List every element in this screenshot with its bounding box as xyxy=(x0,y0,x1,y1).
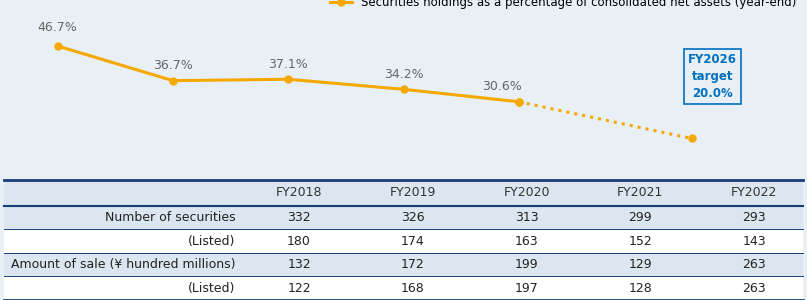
Text: FY2018: FY2018 xyxy=(276,186,322,200)
Text: FY2026
target
20.0%: FY2026 target 20.0% xyxy=(688,53,737,100)
Text: (Listed): (Listed) xyxy=(188,235,236,248)
Bar xyxy=(4,253,803,277)
Text: 293: 293 xyxy=(742,211,766,224)
Text: 143: 143 xyxy=(742,235,766,248)
Bar xyxy=(4,229,803,253)
Bar xyxy=(4,206,803,229)
Text: 174: 174 xyxy=(401,235,424,248)
Text: 128: 128 xyxy=(629,282,652,295)
Text: 132: 132 xyxy=(287,258,311,271)
Text: 313: 313 xyxy=(515,211,538,224)
Text: 30.6%: 30.6% xyxy=(482,80,521,93)
Text: FY2020: FY2020 xyxy=(504,186,550,200)
Text: 163: 163 xyxy=(515,235,538,248)
Text: 263: 263 xyxy=(742,282,766,295)
Text: (Listed): (Listed) xyxy=(188,282,236,295)
Text: 326: 326 xyxy=(401,211,424,224)
Text: 197: 197 xyxy=(515,282,538,295)
Text: 46.7%: 46.7% xyxy=(38,21,77,34)
Legend: Securities holdings as a percentage of consolidated net assets (year-end): Securities holdings as a percentage of c… xyxy=(325,0,801,14)
Bar xyxy=(4,180,803,206)
Bar xyxy=(4,277,803,300)
Text: 152: 152 xyxy=(629,235,652,248)
Text: FY2022: FY2022 xyxy=(731,186,777,200)
Text: 299: 299 xyxy=(629,211,652,224)
Text: 129: 129 xyxy=(629,258,652,271)
Text: 199: 199 xyxy=(515,258,538,271)
Text: 168: 168 xyxy=(401,282,424,295)
Text: 172: 172 xyxy=(401,258,424,271)
Text: 180: 180 xyxy=(287,235,311,248)
Text: FY2019: FY2019 xyxy=(390,186,436,200)
Text: 34.2%: 34.2% xyxy=(383,68,424,81)
Text: Amount of sale (¥ hundred millions): Amount of sale (¥ hundred millions) xyxy=(11,258,236,271)
Text: FY2021: FY2021 xyxy=(617,186,663,200)
Text: 37.1%: 37.1% xyxy=(269,58,308,70)
Text: 122: 122 xyxy=(287,282,311,295)
Text: 263: 263 xyxy=(742,258,766,271)
Text: 332: 332 xyxy=(287,211,311,224)
Text: Number of securities: Number of securities xyxy=(105,211,236,224)
Text: 36.7%: 36.7% xyxy=(153,59,193,72)
